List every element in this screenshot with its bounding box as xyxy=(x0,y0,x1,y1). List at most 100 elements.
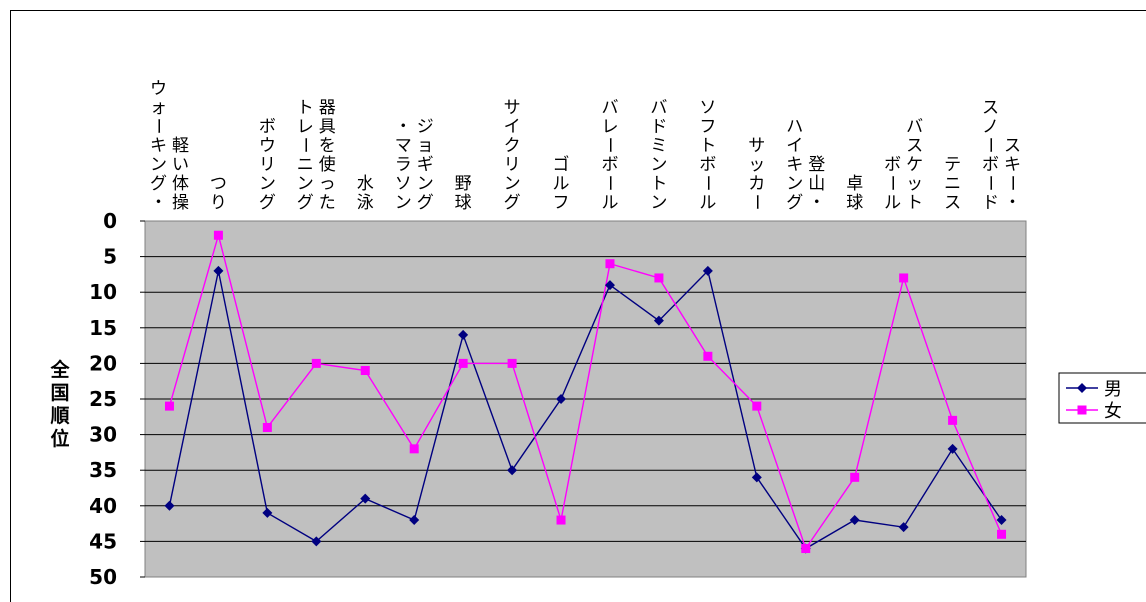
x-tick-label-char: ド xyxy=(650,117,667,137)
category-labels: 軽い体操ウォーキング・つりボウリング器具を使ったトレーニング水泳ジョギング・マラ… xyxy=(147,79,1021,213)
x-tick-label-char: ル xyxy=(553,174,570,194)
x-tick-label-char: リ xyxy=(504,155,521,175)
x-tick-label-char: ス xyxy=(906,136,923,156)
y-tick-label: 45 xyxy=(89,529,117,553)
data-point xyxy=(556,515,566,525)
data-point xyxy=(262,507,273,518)
legend-label: 男 xyxy=(1104,379,1122,400)
legend-marker xyxy=(1077,405,1087,415)
x-tick-label-char: キ xyxy=(786,155,803,175)
y-tick-label: 30 xyxy=(89,423,117,447)
x-tick-label-char: 泳 xyxy=(357,193,374,213)
data-point xyxy=(213,230,223,240)
x-tick-label: ゴルフ xyxy=(553,154,570,213)
x-tick-label-char: ン xyxy=(504,174,521,194)
x-tick-label-char: イ xyxy=(786,136,803,156)
y-tick-label: 5 xyxy=(103,245,117,269)
x-tick-label-char: ー xyxy=(980,175,1000,192)
x-tick-label-char: ン xyxy=(259,174,276,194)
x-tick-label: テニス xyxy=(944,155,961,213)
legend-label: 女 xyxy=(1104,401,1122,422)
x-tick-label-char: ケ xyxy=(906,155,923,175)
y-tick-label: 10 xyxy=(89,280,117,304)
data-point xyxy=(752,401,762,411)
x-tick-label-char: ボ xyxy=(884,155,901,175)
x-tick-label-char: ン xyxy=(650,155,667,175)
x-tick-label-char: ン xyxy=(650,193,667,213)
x-tick-label-char: 登 xyxy=(808,155,825,175)
x-tick-label-char: ウ xyxy=(259,136,276,156)
y-axis-ticks: 0 5 10 15 20 25 30 35 40 45 50 xyxy=(89,209,145,589)
x-tick-label-char: ォ xyxy=(150,98,167,118)
x-tick-label-char: レ xyxy=(297,117,314,137)
data-point xyxy=(703,351,713,361)
x-tick-label-char: ー xyxy=(697,175,717,192)
data-point xyxy=(849,515,860,526)
x-tick-label-char: ニ xyxy=(944,174,961,194)
x-tick-label-char: ソ xyxy=(395,174,412,194)
data-point xyxy=(653,315,664,326)
x-tick-label-char: ゴ xyxy=(553,154,570,175)
x-tick-label-char: ボ xyxy=(601,155,618,175)
data-point xyxy=(654,273,664,283)
x-tick-label-char: ニ xyxy=(297,155,314,175)
data-point xyxy=(409,444,419,454)
x-tick-label-char: ッ xyxy=(906,174,923,194)
x-tick-label-char: ト xyxy=(699,136,716,156)
x-tick-label-char: ー xyxy=(882,175,902,192)
x-tick-label-char: ッ xyxy=(748,155,765,175)
legend: 男女 xyxy=(1058,372,1146,424)
x-tick-label-char: ボ xyxy=(259,117,276,137)
x-tick-label-char: バ xyxy=(906,117,923,137)
x-tick-label-char: フ xyxy=(699,117,716,137)
y-tick-label: 40 xyxy=(89,494,117,518)
x-tick-label-char: ボ xyxy=(982,155,999,175)
data-point xyxy=(164,500,175,511)
data-point xyxy=(213,265,224,276)
data-point xyxy=(997,529,1007,539)
x-tick-label-char: ス xyxy=(944,193,961,213)
data-point xyxy=(898,522,909,533)
data-point xyxy=(702,265,713,276)
x-tick-label-char: テ xyxy=(944,155,961,175)
x-tick-label-char: グ xyxy=(150,174,167,194)
x-tick-label-char: ン xyxy=(150,155,167,175)
x-tick-label-char: ン xyxy=(786,174,803,194)
x-tick-label-char: ボ xyxy=(699,155,716,175)
y-tick-label: 15 xyxy=(89,316,117,340)
data-point xyxy=(605,259,615,269)
series-line-男 xyxy=(168,269,1003,550)
x-tick-label-char: つ xyxy=(210,174,227,194)
x-tick-label-char: り xyxy=(210,193,227,213)
data-point xyxy=(409,515,420,526)
x-tick-label-char: 体 xyxy=(172,174,189,194)
y-axis-label-char: 全 xyxy=(49,358,70,381)
x-tick-label-char: ・ xyxy=(395,117,412,137)
x-tick-label-char: ノ xyxy=(982,117,999,137)
data-point xyxy=(311,358,321,368)
x-tick-label-char: ー xyxy=(294,137,314,154)
x-tick-label-char: サ xyxy=(504,98,521,118)
x-tick-label-char: ソ xyxy=(699,98,716,118)
data-point xyxy=(360,366,370,376)
x-tick-label-char: 軽 xyxy=(172,136,189,156)
x-tick-label-char: ジ xyxy=(417,117,434,137)
x-tick-label-char: ル xyxy=(884,193,901,213)
legend-box xyxy=(1058,372,1146,424)
x-tick-label-char: ル xyxy=(601,193,618,213)
x-tick-label-char: ド xyxy=(982,193,999,213)
x-tick-label-char: ト xyxy=(297,98,314,118)
x-tick-label-char: ン xyxy=(395,193,412,213)
x-tick-label-char: ・ xyxy=(150,193,167,213)
x-tick-label-char: ス xyxy=(1004,136,1021,156)
x-tick-label-char: 野 xyxy=(455,174,472,194)
